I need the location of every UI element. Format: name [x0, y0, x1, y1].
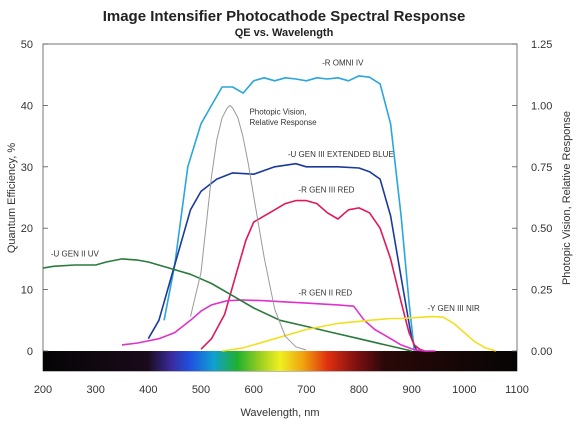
- x-tick-label: 300: [86, 384, 104, 396]
- x-tick-label: 400: [139, 384, 157, 396]
- y2-tick-label: 0.00: [531, 346, 552, 358]
- series-line-r-omni-iv: [163, 75, 416, 352]
- series-line-u-gen-iii-extended-blue: [147, 162, 418, 352]
- series-line-r-gen-iii-red: [200, 199, 426, 352]
- y2-tick-label: 1.00: [531, 100, 552, 112]
- y-tick-label: 20: [21, 223, 33, 235]
- series-line-u-gen-ii-uv: [42, 258, 412, 352]
- y-axis-label: Quantum Efficiency, %: [6, 143, 18, 253]
- y2-tick-label: 0.25: [531, 285, 552, 297]
- y2-tick-label: 1.25: [531, 39, 552, 51]
- series-label: -R GEN II RED: [298, 289, 352, 298]
- series-line-r-gen-ii-red: [121, 299, 436, 352]
- x-tick-label: 500: [192, 384, 210, 396]
- y-tick-label: 0: [27, 346, 33, 358]
- x-tick-label: 700: [297, 384, 315, 396]
- series-line-y-gen-iii-nir: [221, 315, 497, 352]
- series-label: -U GEN II UV: [51, 249, 100, 258]
- series-label: -Y GEN III NIR: [427, 304, 480, 313]
- x-axis-label: Wavelength, nm: [240, 407, 319, 419]
- y2-tick-label: 0.75: [531, 162, 552, 174]
- x-tick-label: 1000: [452, 384, 476, 396]
- y-tick-label: 30: [21, 162, 33, 174]
- chart-subtitle: QE vs. Wavelength: [235, 27, 334, 39]
- series-label: Photopic Vision,: [249, 108, 306, 117]
- y-tick-label: 10: [21, 285, 33, 297]
- x-tick-label: 800: [350, 384, 368, 396]
- y2-tick-label: 0.50: [531, 223, 552, 235]
- chart-title: Image Intensifier Photocathode Spectral …: [103, 8, 466, 25]
- series-label: -U GEN III EXTENDED BLUE: [288, 150, 394, 159]
- x-tick-label: 1100: [505, 384, 529, 396]
- series-label: Relative Response: [249, 118, 317, 127]
- series-line-photopic-vision-relative-response: [190, 104, 307, 351]
- x-tick-label: 200: [34, 384, 52, 396]
- y-tick-label: 40: [21, 100, 33, 112]
- series-label: -R GEN III RED: [298, 186, 354, 195]
- series-label: -R OMNI IV: [322, 58, 364, 67]
- spectrum-band: [43, 351, 517, 371]
- y-tick-label: 50: [21, 39, 33, 51]
- y2-axis-label: Photopic Vision, Relative Response: [561, 111, 573, 285]
- x-tick-label: 600: [244, 384, 262, 396]
- x-tick-label: 900: [402, 384, 420, 396]
